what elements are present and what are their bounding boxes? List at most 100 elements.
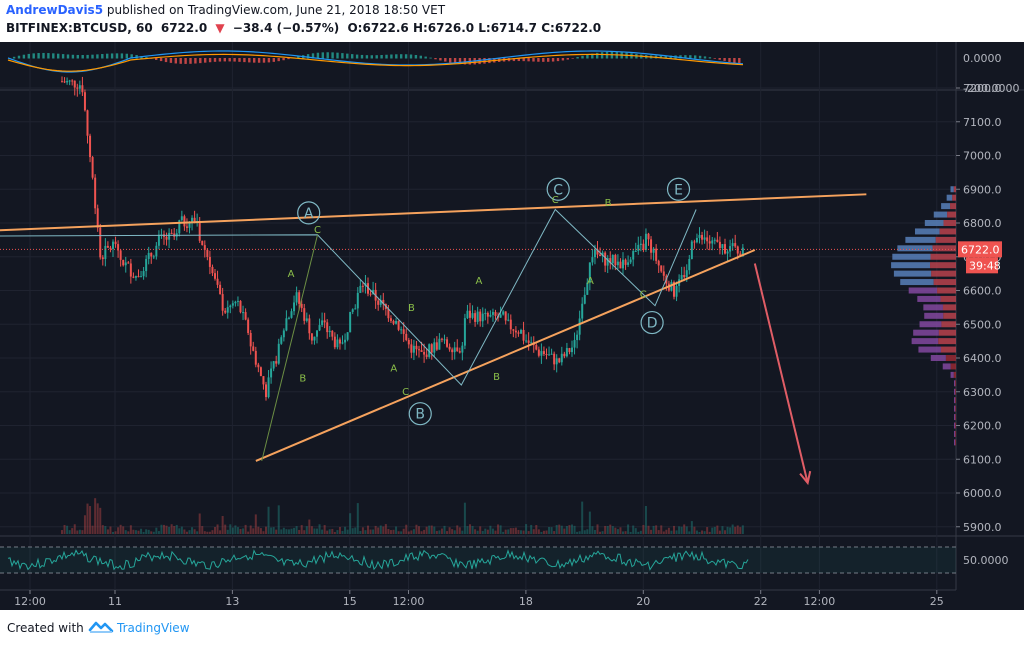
candle-body — [474, 313, 477, 322]
macd-histogram-bar — [409, 54, 413, 59]
candle-body — [499, 314, 502, 318]
countdown-label: 39:48 — [969, 259, 1001, 272]
candle-body — [377, 300, 380, 305]
volume-profile-bar — [943, 312, 956, 319]
volume-bar — [71, 528, 74, 534]
macd-histogram-bar — [522, 58, 525, 62]
author-link[interactable]: AndrewDavis5 — [6, 3, 104, 17]
candle-body — [650, 239, 653, 253]
volume-bar — [104, 526, 107, 534]
macd-histogram-bar — [346, 53, 349, 59]
candle-body — [542, 351, 545, 355]
candle-body — [71, 80, 74, 82]
tradingview-logo-icon[interactable] — [88, 619, 114, 635]
volume-bar — [593, 529, 596, 534]
candle-body — [305, 318, 308, 321]
candle-body — [428, 344, 431, 357]
candle-body — [739, 253, 742, 257]
volume-bar — [310, 526, 313, 534]
candle-body — [221, 294, 224, 311]
volume-profile-bar — [954, 397, 956, 404]
volume-bar — [456, 525, 459, 534]
macd-histogram-bar — [586, 54, 589, 59]
volume-bar — [364, 530, 367, 534]
publish-info: AndrewDavis5 published on TradingView.co… — [6, 3, 445, 17]
volume-profile-bar — [950, 371, 954, 378]
volume-bar — [502, 531, 505, 534]
volume-bar — [601, 531, 604, 534]
volume-bar — [418, 526, 420, 534]
candle-body — [351, 309, 354, 312]
candle-body — [489, 314, 492, 317]
volume-bar — [94, 498, 97, 534]
candle-body — [402, 329, 405, 334]
volume-profile-bar — [932, 245, 956, 252]
candle-body — [476, 311, 479, 322]
volume-bar — [486, 529, 489, 534]
candle-body — [185, 226, 188, 228]
candle-body — [83, 92, 86, 111]
volume-bar — [117, 527, 120, 534]
chart-area[interactable]: 7200.07100.07000.06900.06800.06700.06600… — [0, 42, 1024, 610]
candle-body — [119, 250, 122, 260]
candle-body — [387, 308, 390, 319]
volume-bar — [497, 524, 500, 534]
volume-bar — [188, 530, 191, 534]
candle-body — [555, 358, 558, 365]
volume-bar — [290, 528, 293, 534]
volume-bar — [127, 531, 130, 534]
wave-label-circle — [546, 177, 570, 201]
volume-bar — [178, 528, 181, 534]
candle-body — [708, 241, 711, 244]
candle-body — [726, 251, 729, 254]
volume-profile-bar — [939, 228, 956, 235]
macd-histogram-bar — [321, 52, 324, 59]
candle-body — [711, 240, 714, 244]
candle-body — [341, 342, 344, 344]
volume-bar — [165, 525, 168, 534]
candle-body — [629, 259, 632, 263]
price-tick-label: 6400.0 — [963, 352, 1002, 365]
candle-body — [150, 252, 153, 257]
volume-bar — [675, 530, 678, 534]
volume-bar — [425, 526, 428, 534]
chart-canvas[interactable]: 7200.07100.07000.06900.06800.06700.06600… — [0, 42, 1024, 610]
volume-bar — [236, 527, 239, 534]
macd-histogram-bar — [463, 58, 467, 65]
sub-wave-label: C — [402, 387, 409, 398]
candle-body — [359, 285, 362, 293]
volume-bar — [527, 531, 530, 534]
candle-body — [201, 240, 204, 246]
sub-wave-label: A — [390, 364, 397, 375]
macd-histogram-bar — [439, 58, 442, 61]
candle-body — [673, 282, 675, 297]
candle-body — [440, 338, 443, 340]
candle-body — [188, 222, 191, 228]
volume-profile-bar — [941, 203, 951, 210]
volume-bar — [604, 525, 607, 534]
volume-bar — [433, 526, 436, 534]
trendline-lower-support — [255, 249, 756, 462]
candle-body — [644, 233, 647, 250]
macd-histogram-bar — [659, 55, 663, 59]
candle-body — [507, 319, 510, 321]
volume-bar — [652, 525, 655, 534]
volume-bar — [611, 526, 614, 534]
macd-histogram-bar — [385, 54, 388, 59]
volume-bar — [400, 531, 403, 534]
macd-histogram-bar — [453, 58, 457, 64]
volume-bar — [185, 531, 188, 534]
candle-body — [344, 339, 347, 343]
volume-bar — [616, 529, 619, 534]
macd-histogram-bar — [390, 54, 393, 59]
volume-profile-bar — [955, 430, 956, 437]
candle-body — [323, 320, 326, 323]
candle-body — [698, 234, 701, 238]
candle-body — [382, 299, 385, 304]
last-price: 6722.0 — [160, 21, 208, 35]
volume-bar — [134, 530, 137, 534]
volume-bar — [270, 527, 273, 534]
candle-body — [622, 259, 624, 269]
tradingview-link[interactable]: TradingView — [117, 621, 190, 635]
volume-bar — [300, 525, 303, 534]
